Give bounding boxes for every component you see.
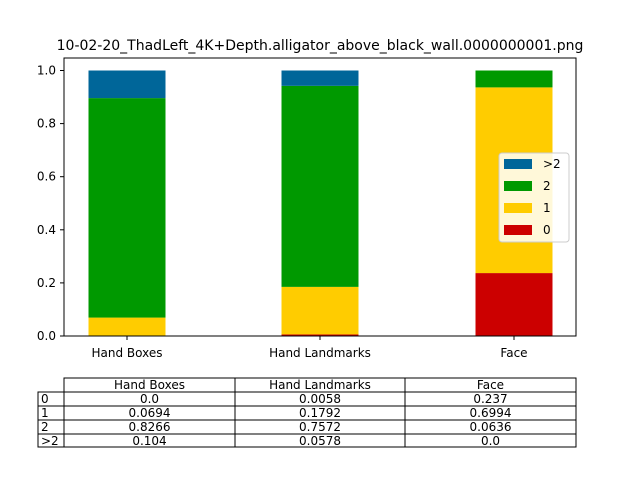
table-row bbox=[37, 433, 577, 448]
x-tick-label: Hand Landmarks bbox=[269, 346, 371, 360]
table-cell: 0.6994 bbox=[470, 406, 512, 420]
bar-0-2 bbox=[475, 273, 553, 336]
x-tick-label: Hand Boxes bbox=[92, 346, 163, 360]
table-cell: 0.0 bbox=[481, 434, 500, 448]
bar-3-0 bbox=[88, 70, 166, 99]
table-cell: 0.237 bbox=[473, 392, 507, 406]
table-cell: 0.1792 bbox=[299, 406, 341, 420]
y-tick-label: 0.6 bbox=[37, 170, 56, 184]
table-header-cell: Hand Landmarks bbox=[269, 378, 371, 392]
table-cell: 0.7572 bbox=[299, 420, 341, 434]
legend-swatch bbox=[504, 203, 532, 213]
y-tick-label: 0.0 bbox=[37, 329, 56, 343]
bar-1-0 bbox=[88, 317, 166, 336]
table-row-label: 0 bbox=[41, 392, 49, 406]
table-row-label: >2 bbox=[41, 434, 59, 448]
bar-2-0 bbox=[88, 98, 166, 318]
table-row-label: 2 bbox=[41, 420, 49, 434]
y-axis: 0.0 0.2 0.4 0.6 0.8 1.0 bbox=[37, 64, 64, 343]
table-cell: 0.104 bbox=[132, 434, 166, 448]
bars-group bbox=[88, 70, 553, 336]
legend-swatch bbox=[504, 225, 532, 235]
table-cell: 0.0694 bbox=[129, 406, 171, 420]
table-cell: 0.0058 bbox=[299, 392, 341, 406]
table-cell: 0.8266 bbox=[129, 420, 171, 434]
y-tick-label: 0.8 bbox=[37, 117, 56, 131]
bar-3-1 bbox=[281, 70, 359, 86]
bar-1-1 bbox=[281, 286, 359, 335]
y-tick-label: 1.0 bbox=[37, 64, 56, 78]
y-tick-label: 0.2 bbox=[37, 276, 56, 290]
bar-0-1 bbox=[281, 334, 359, 336]
legend-swatch bbox=[504, 181, 532, 191]
table-header-cell: Hand Boxes bbox=[114, 378, 185, 392]
table-cell: 0.0578 bbox=[299, 434, 341, 448]
table-cell: 0.0 bbox=[140, 392, 159, 406]
legend-label: 1 bbox=[543, 201, 551, 215]
bar-2-1 bbox=[281, 85, 359, 287]
table-cell: 0.0636 bbox=[470, 420, 512, 434]
table-header-cell: Face bbox=[477, 378, 504, 392]
x-tick-label: Face bbox=[500, 346, 527, 360]
legend-box bbox=[498, 152, 570, 243]
x-axis: Hand Boxes Hand Landmarks Face bbox=[92, 336, 528, 360]
bar-2-2 bbox=[475, 70, 553, 88]
chart-title: 10-02-20_ThadLeft_4K+Depth.alligator_abo… bbox=[57, 38, 584, 54]
table-row-label: 1 bbox=[41, 406, 49, 420]
y-tick-label: 0.4 bbox=[37, 223, 56, 237]
legend: >2 2 1 0 bbox=[498, 152, 570, 243]
legend-label: >2 bbox=[543, 157, 561, 171]
legend-swatch bbox=[504, 159, 532, 169]
legend-label: 0 bbox=[543, 223, 551, 237]
legend-label: 2 bbox=[543, 179, 551, 193]
